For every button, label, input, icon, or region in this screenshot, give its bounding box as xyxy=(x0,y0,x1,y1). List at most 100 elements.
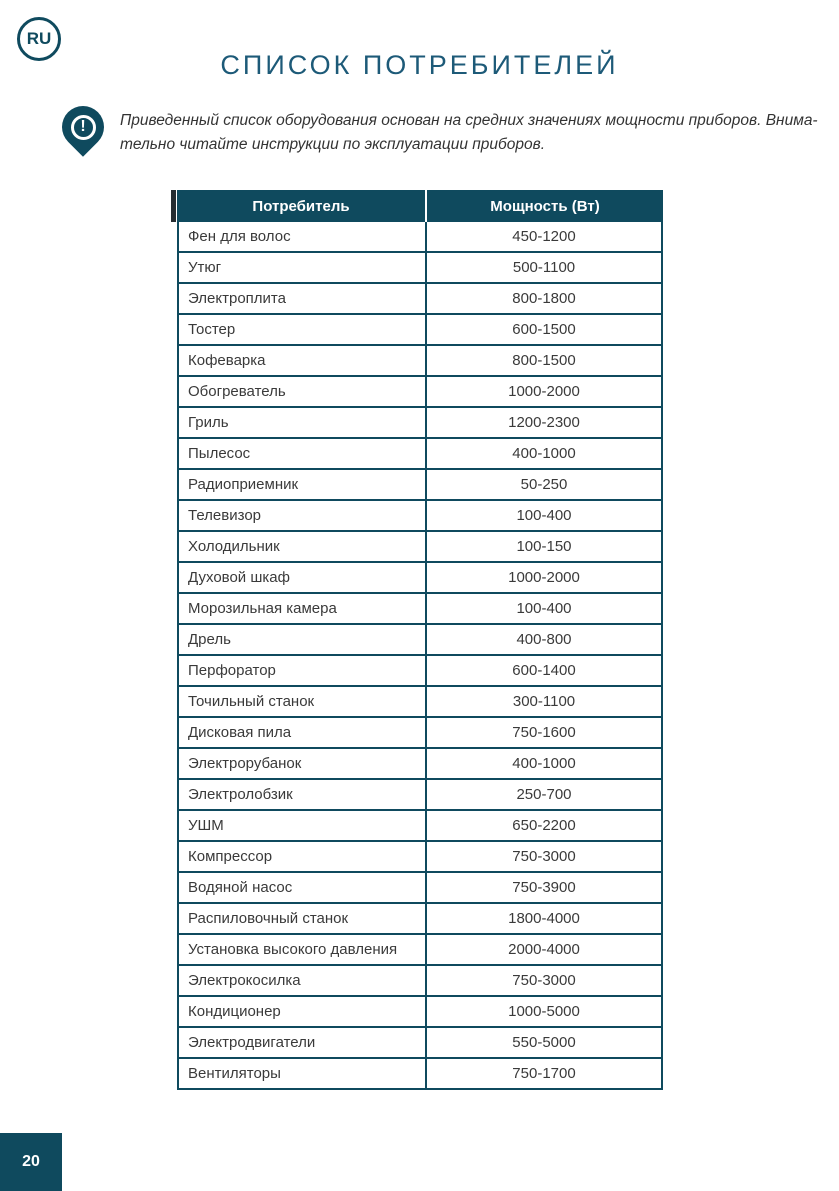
consumer-name-cell: Кофеварка xyxy=(188,352,266,369)
consumer-name-cell: Электроплита xyxy=(188,290,286,307)
table-row: Пылесос 400-1000 xyxy=(177,439,663,470)
consumer-name-cell: Морозильная камера xyxy=(188,600,337,617)
power-range-cell: 750-3000 xyxy=(425,966,661,995)
header-edge-mark xyxy=(171,190,176,222)
table-row: Электроплита 800-1800 xyxy=(177,284,663,315)
power-range-cell: 450-1200 xyxy=(425,222,661,251)
power-range-cell: 100-400 xyxy=(425,501,661,530)
consumers-table: Потребитель Мощность (Вт) Фен для волос 4… xyxy=(171,190,663,1090)
table-row: Водяной насос 750-3900 xyxy=(177,873,663,904)
power-range-cell: 1000-2000 xyxy=(425,377,661,406)
consumer-name-cell: Электродвигатели xyxy=(188,1034,316,1051)
power-range-cell: 750-1600 xyxy=(425,718,661,747)
power-range-cell: 600-1500 xyxy=(425,315,661,344)
power-range-cell: 1800-4000 xyxy=(425,904,661,933)
table-row: Обогреватель 1000-2000 xyxy=(177,377,663,408)
column-header-power: Мощность (Вт) xyxy=(425,190,663,222)
language-badge-label: RU xyxy=(26,29,52,48)
warning-pin-inner: ! xyxy=(62,106,104,148)
column-header-consumer: Потребитель xyxy=(252,197,350,215)
power-range-cell: 550-5000 xyxy=(425,1028,661,1057)
table-row: Кофеварка 800-1500 xyxy=(177,346,663,377)
power-range-cell: 650-2200 xyxy=(425,811,661,840)
power-range-cell: 800-1500 xyxy=(425,346,661,375)
power-range-cell: 750-3000 xyxy=(425,842,661,871)
consumer-name-cell: Вентиляторы xyxy=(188,1065,281,1082)
consumer-name-cell: Дисковая пила xyxy=(188,724,292,741)
power-range-cell: 1000-5000 xyxy=(425,997,661,1026)
consumer-name-cell: Обогреватель xyxy=(188,383,286,400)
table-row: УШМ 650-2200 xyxy=(177,811,663,842)
consumer-name-cell: Фен для волос xyxy=(188,228,291,245)
table-row: Перфоратор 600-1400 xyxy=(177,656,663,687)
consumer-name-cell: Электролобзик xyxy=(188,786,293,803)
note-line-1: Приведенный список оборудования основан … xyxy=(120,112,818,129)
consumer-name-cell: Компрессор xyxy=(188,848,273,865)
table-body: Фен для волос 450-1200 Утюг 500-1100 Электро… xyxy=(177,222,663,1090)
table-row: Морозильная камера 100-400 xyxy=(177,594,663,625)
power-range-cell: 2000-4000 xyxy=(425,935,661,964)
consumer-name-cell: Перфоратор xyxy=(188,662,276,679)
exclamation-icon: ! xyxy=(70,114,96,140)
consumer-name-cell: Тостер xyxy=(188,321,236,338)
table-row: Распиловочный станок 1800-4000 xyxy=(177,904,663,935)
note-text: Приведенный список оборудования основан … xyxy=(120,109,820,157)
table-row: Электрокосилка 750-3000 xyxy=(177,966,663,997)
power-range-cell: 600-1400 xyxy=(425,656,661,685)
consumer-name-cell: Дрель xyxy=(188,631,231,648)
power-range-cell: 300-1100 xyxy=(425,687,661,716)
table-row: Дрель 400-800 xyxy=(177,625,663,656)
language-badge: RU xyxy=(17,17,61,61)
table-row: Вентиляторы 750-1700 xyxy=(177,1059,663,1090)
note-line-2: тельно читайте инструкции по эксплуатаци… xyxy=(120,136,546,153)
table-row: Радиоприемник 50-250 xyxy=(177,470,663,501)
table-row: Холодильник 100-150 xyxy=(177,532,663,563)
table-row: Тостер 600-1500 xyxy=(177,315,663,346)
power-range-cell: 400-1000 xyxy=(425,749,661,778)
power-range-cell: 750-3900 xyxy=(425,873,661,902)
power-range-cell: 800-1800 xyxy=(425,284,661,313)
power-range-cell: 100-150 xyxy=(425,532,661,561)
consumer-name-cell: Установка высокого давления xyxy=(188,941,398,958)
table-row: Кондиционер 1000-5000 xyxy=(177,997,663,1028)
power-range-cell: 400-1000 xyxy=(425,439,661,468)
page-number-label: 20 xyxy=(22,1153,40,1170)
consumer-name-cell: Точильный станок xyxy=(188,693,315,710)
consumer-name-cell: Пылесос xyxy=(188,445,251,462)
power-range-cell: 100-400 xyxy=(425,594,661,623)
consumer-name-cell: Телевизор xyxy=(188,507,262,524)
power-range-cell: 1000-2000 xyxy=(425,563,661,592)
consumer-name-cell: Водяной насос xyxy=(188,879,293,896)
page-number-badge: 20 xyxy=(0,1133,62,1191)
warning-pin-icon: ! xyxy=(53,97,113,157)
table-row: Гриль 1200-2300 xyxy=(177,408,663,439)
table-row: Фен для волос 450-1200 xyxy=(177,222,663,253)
table-row: Точильный станок 300-1100 xyxy=(177,687,663,718)
power-range-cell: 750-1700 xyxy=(425,1059,661,1088)
table-row: Установка высокого давления 2000-4000 xyxy=(177,935,663,966)
consumer-name-cell: Электрорубанок xyxy=(188,755,302,772)
table-row: Электрорубанок 400-1000 xyxy=(177,749,663,780)
consumer-name-cell: УШМ xyxy=(188,817,224,834)
consumer-name-cell: Распиловочный станок xyxy=(188,910,349,927)
table-row: Электролобзик 250-700 xyxy=(177,780,663,811)
power-range-cell: 250-700 xyxy=(425,780,661,809)
consumer-name-cell: Радиоприемник xyxy=(188,476,299,493)
power-range-cell: 1200-2300 xyxy=(425,408,661,437)
table-row: Компрессор 750-3000 xyxy=(177,842,663,873)
consumer-name-cell: Духовой шкаф xyxy=(188,569,290,586)
consumer-name-cell: Электрокосилка xyxy=(188,972,301,989)
page-title: СПИСОК ПОТРЕБИТЕЛЕЙ xyxy=(220,50,619,80)
table-row: Дисковая пила 750-1600 xyxy=(177,718,663,749)
consumer-name-cell: Гриль xyxy=(188,414,229,431)
power-range-cell: 50-250 xyxy=(425,470,661,499)
consumer-name-cell: Утюг xyxy=(188,259,222,276)
table-row: Духовой шкаф 1000-2000 xyxy=(177,563,663,594)
power-range-cell: 400-800 xyxy=(425,625,661,654)
consumer-name-cell: Холодильник xyxy=(188,538,280,555)
table-header-row: Потребитель Мощность (Вт) xyxy=(171,190,663,222)
table-row: Телевизор 100-400 xyxy=(177,501,663,532)
consumer-name-cell: Кондиционер xyxy=(188,1003,281,1020)
table-row: Утюг 500-1100 xyxy=(177,253,663,284)
